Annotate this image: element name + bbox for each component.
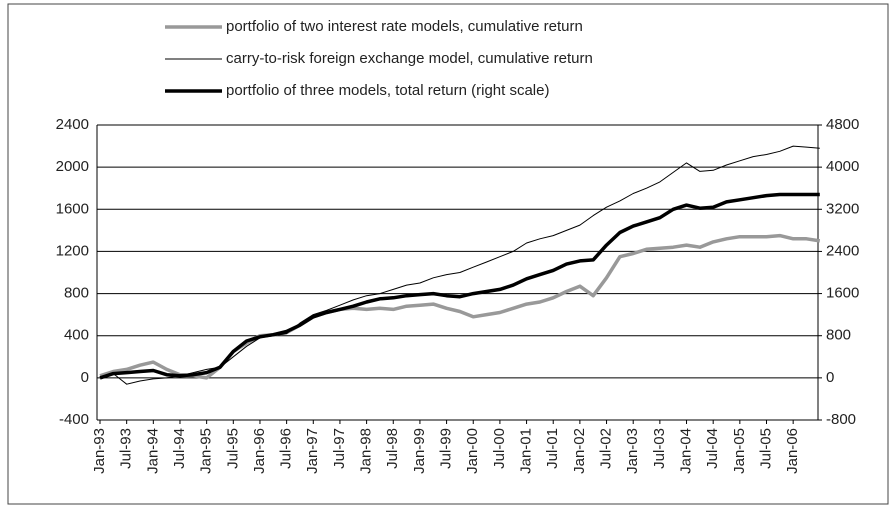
legend-label: portfolio of three models, total return … xyxy=(226,82,549,99)
x-tick-label: Jul-99 xyxy=(438,428,455,469)
y-tick-label: 1600 xyxy=(56,200,89,217)
x-tick-label: Jan-03 xyxy=(624,428,641,474)
x-tick-label: Jan-93 xyxy=(91,428,108,474)
frame xyxy=(7,3,889,505)
y2-tick-label: 0 xyxy=(826,369,834,386)
x-tick-label: Jul-95 xyxy=(224,428,241,469)
y-tick-label: -400 xyxy=(59,411,89,428)
x-tick-label: Jan-94 xyxy=(144,428,161,474)
x-tick-label: Jul-03 xyxy=(651,428,668,469)
x-tick-label: Jul-98 xyxy=(384,428,401,469)
x-tick-label: Jan-00 xyxy=(464,428,481,474)
x-tick-label: Jan-95 xyxy=(198,428,215,474)
y2-tick-label: 800 xyxy=(826,327,851,344)
x-tick-label: Jul-94 xyxy=(171,428,188,469)
x-tick-label: Jan-01 xyxy=(518,428,535,474)
x-tick-label: Jan-04 xyxy=(677,428,694,474)
x-tick-label: Jan-96 xyxy=(251,428,268,474)
y2-tick-label: 4000 xyxy=(826,158,859,175)
y2-tick-label: 2400 xyxy=(826,242,859,259)
x-tick-label: Jan-98 xyxy=(358,428,375,474)
y2-tick-label: -800 xyxy=(826,411,856,428)
x-tick-label: Jul-93 xyxy=(118,428,135,469)
y2-tick-label: 3200 xyxy=(826,200,859,217)
x-tick-label: Jan-02 xyxy=(571,428,588,474)
legend-label: portfolio of two interest rate models, c… xyxy=(226,18,583,35)
x-tick-label: Jul-02 xyxy=(598,428,615,469)
y-tick-label: 2400 xyxy=(56,116,89,133)
legend-label: carry-to-risk foreign exchange model, cu… xyxy=(226,50,593,67)
x-tick-label: Jul-97 xyxy=(331,428,348,469)
x-tick-label: Jul-04 xyxy=(704,428,721,469)
x-tick-label: Jul-05 xyxy=(757,428,774,469)
y2-tick-label: 4800 xyxy=(826,116,859,133)
y-tick-label: 1200 xyxy=(56,242,89,259)
x-tick-label: Jul-96 xyxy=(278,428,295,469)
y-tick-label: 0 xyxy=(81,369,89,386)
x-tick-label: Jan-97 xyxy=(304,428,321,474)
series-line xyxy=(99,145,820,385)
y-tick-label: 2000 xyxy=(56,158,89,175)
x-tick-label: Jul-00 xyxy=(491,428,508,469)
series-line xyxy=(99,233,821,380)
x-tick-label: Jul-01 xyxy=(544,428,561,469)
x-tick-label: Jan-06 xyxy=(784,428,801,474)
x-tick-label: Jan-99 xyxy=(411,428,428,474)
y-tick-label: 400 xyxy=(64,327,89,344)
series-line xyxy=(99,192,820,380)
x-tick-label: Jan-05 xyxy=(731,428,748,474)
y-tick-label: 800 xyxy=(64,285,89,302)
y2-tick-label: 1600 xyxy=(826,285,859,302)
